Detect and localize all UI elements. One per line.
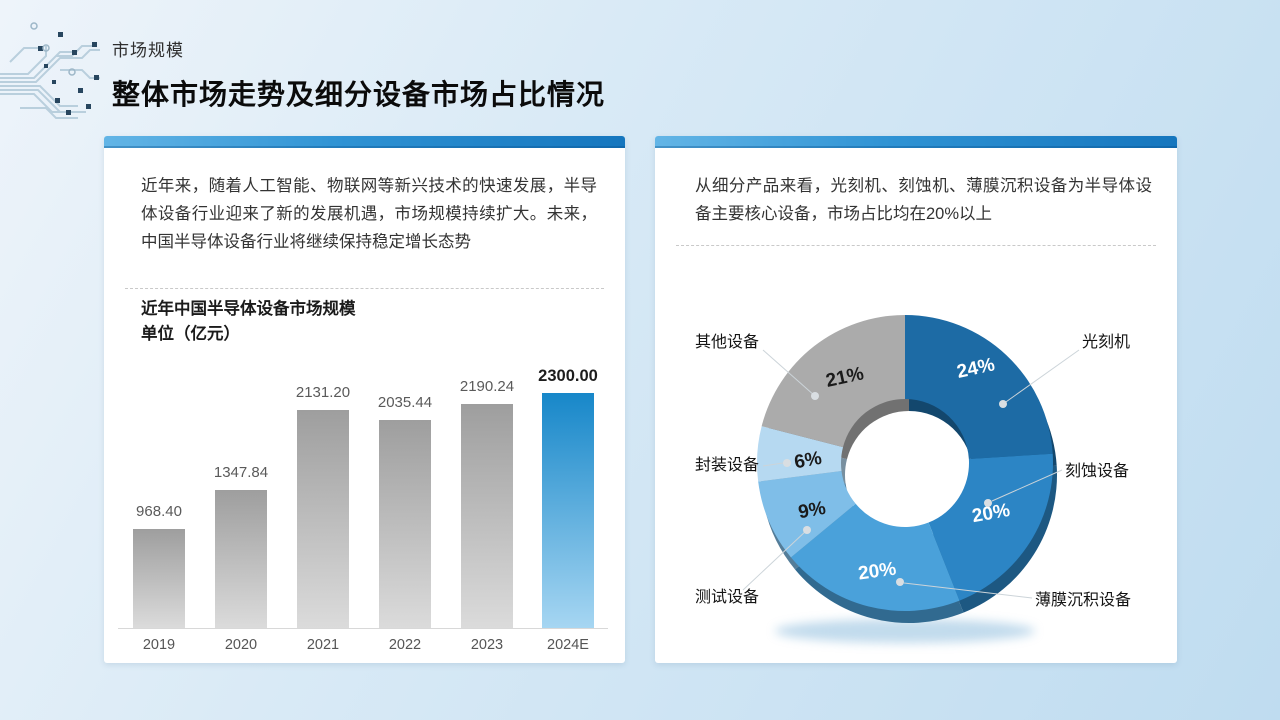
donut-category-label-封装设备: 封装设备 <box>695 456 759 474</box>
donut-category-label-薄膜沉积设备: 薄膜沉积设备 <box>1035 591 1131 609</box>
market-trend-card: 近年来，随着人工智能、物联网等新兴技术的快速发展，半导体设备行业迎来了新的发展机… <box>104 136 625 663</box>
donut-pct-label-封装设备: 6% <box>793 448 824 473</box>
bar-2020 <box>215 490 267 628</box>
bar-chart-title: 近年中国半导体设备市场规模 单位（亿元） <box>141 297 356 347</box>
x-axis-tick-label: 2020 <box>224 637 258 653</box>
bar-value-label: 2300.00 <box>538 367 598 385</box>
leader-line-封装设备 <box>762 462 784 467</box>
donut-category-label-光刻机: 光刻机 <box>1082 333 1130 351</box>
donut-category-label-测试设备: 测试设备 <box>695 588 759 606</box>
x-axis-tick-label: 2024E <box>547 637 589 653</box>
bar-2022 <box>379 420 431 628</box>
bar-value-label: 2035.44 <box>377 394 433 411</box>
x-axis-tick-label: 2022 <box>388 637 422 653</box>
bar-chart-title-line1: 近年中国半导体设备市场规模 <box>141 300 356 318</box>
bar-2024E <box>542 393 594 628</box>
x-axis-tick-label: 2019 <box>142 637 176 653</box>
donut-category-label-其他设备: 其他设备 <box>695 333 759 351</box>
bar-value-label: 2190.24 <box>459 378 515 395</box>
card-accent-bar <box>104 136 625 148</box>
leader-dot-光刻机 <box>999 400 1007 408</box>
leader-dot-刻蚀设备 <box>984 499 992 507</box>
section-label: 市场规模 <box>112 41 184 60</box>
donut-pct-label-测试设备: 9% <box>797 498 828 523</box>
dashed-divider <box>676 245 1156 246</box>
dashed-divider <box>125 288 604 289</box>
x-axis-tick-label: 2023 <box>470 637 504 653</box>
leader-dot-封装设备 <box>783 459 791 467</box>
donut-shadow <box>775 619 1035 643</box>
leader-line-测试设备 <box>742 529 808 591</box>
segment-share-paragraph: 从细分产品来看，光刻机、刻蚀机、薄膜沉积设备为半导体设备主要核心设备，市场占比均… <box>695 177 1152 223</box>
leader-dot-薄膜沉积设备 <box>896 578 904 586</box>
circuit-board-graphic <box>0 22 100 119</box>
leader-dot-其他设备 <box>811 392 819 400</box>
leader-line-刻蚀设备 <box>991 469 1063 502</box>
donut-chart: 24%20%20%9%6%21%光刻机刻蚀设备薄膜沉积设备测试设备封装设备其他设… <box>695 315 1131 643</box>
bar-2019 <box>133 529 185 628</box>
x-axis-line <box>118 628 608 629</box>
donut-slice-封装设备 <box>757 426 844 482</box>
market-trend-paragraph: 近年来，随着人工智能、物联网等新兴技术的快速发展，半导体设备行业迎来了新的发展机… <box>141 177 597 251</box>
page-title: 整体市场走势及细分设备市场占比情况 <box>112 79 606 110</box>
bar-value-label: 2131.20 <box>295 384 351 401</box>
donut-category-label-刻蚀设备: 刻蚀设备 <box>1065 462 1129 480</box>
slide-header: 市场规模 整体市场走势及细分设备市场占比情况 <box>112 36 605 113</box>
x-axis-tick-label: 2021 <box>306 637 340 653</box>
leader-dot-测试设备 <box>803 526 811 534</box>
bar-value-label: 968.40 <box>136 503 182 520</box>
leader-line-薄膜沉积设备 <box>903 582 1033 599</box>
segment-share-card: 从细分产品来看，光刻机、刻蚀机、薄膜沉积设备为半导体设备主要核心设备，市场占比均… <box>655 136 1177 663</box>
bar-value-label: 1347.84 <box>213 464 269 481</box>
leader-line-光刻机 <box>1002 349 1080 405</box>
leader-line-其他设备 <box>762 349 816 397</box>
card-accent-bar <box>655 136 1177 148</box>
bar-2021 <box>297 410 349 628</box>
donut-slice-测试设备 <box>758 471 856 558</box>
donut-slice-光刻机 <box>905 315 1053 459</box>
bar-2023 <box>461 404 513 628</box>
bar-chart: 968.40 2019 1347.84 2020 2131.20 2021 2035.44 2… <box>104 136 625 663</box>
bar-chart-unit-label: 单位（亿元） <box>141 325 240 343</box>
donut-slice-刻蚀设备 <box>928 453 1053 601</box>
donut-slice-其他设备 <box>761 315 905 448</box>
